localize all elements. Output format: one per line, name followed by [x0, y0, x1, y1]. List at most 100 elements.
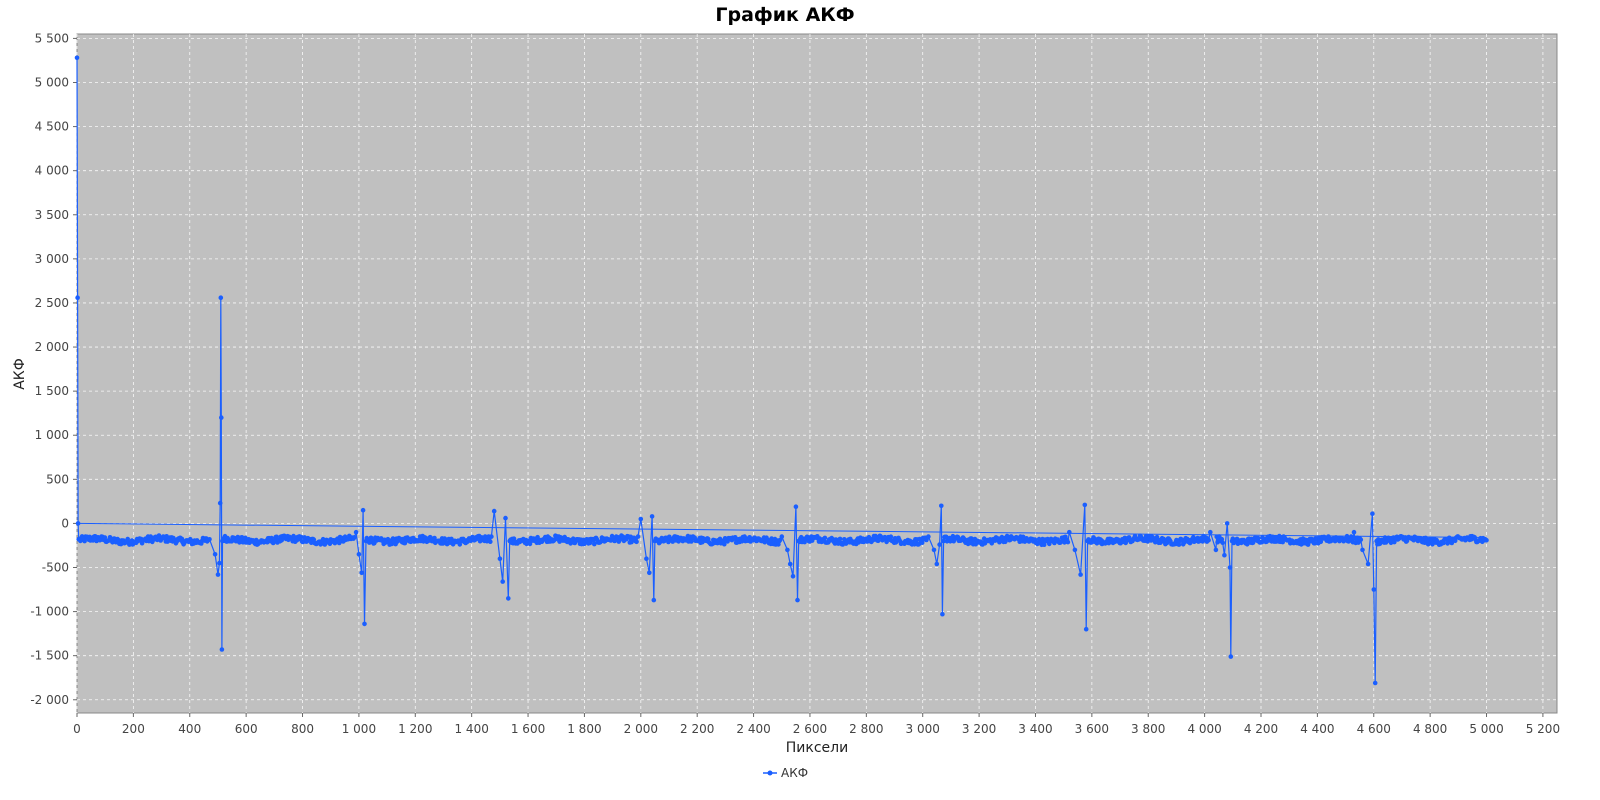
data-point	[309, 540, 314, 545]
data-point	[1176, 542, 1182, 547]
x-tick-label: 3 000	[906, 722, 940, 736]
data-point	[888, 534, 894, 539]
data-point	[1222, 552, 1227, 558]
data-point	[769, 536, 774, 541]
legend: АКФ	[763, 766, 808, 780]
y-tick-label: -2 000	[30, 693, 69, 707]
x-tick-label: 1 400	[454, 722, 488, 736]
x-tick-label: 4 600	[1357, 722, 1391, 736]
y-axis-label: АКФ	[12, 358, 28, 390]
x-tick-label: 400	[178, 722, 201, 736]
data-point	[75, 521, 81, 526]
plot-area	[76, 33, 1558, 714]
y-tick-label: -1 000	[30, 605, 69, 619]
data-point	[212, 552, 218, 557]
data-point	[217, 560, 222, 566]
x-axis-label: Пиксели	[786, 740, 848, 756]
y-tick-label: -500	[42, 561, 69, 575]
data-point	[482, 534, 488, 539]
x-tick-label: 1 200	[398, 722, 432, 736]
y-tick-label: 1 500	[35, 384, 69, 398]
data-point	[934, 561, 940, 567]
data-point	[500, 579, 506, 584]
data-point	[1370, 511, 1375, 516]
data-point	[1358, 537, 1364, 542]
x-tick-label: 3 600	[1075, 722, 1109, 736]
data-point	[779, 534, 785, 539]
data-point	[1228, 654, 1234, 659]
data-point	[82, 538, 87, 544]
y-tick-label: 500	[46, 472, 69, 486]
data-point	[179, 536, 185, 542]
data-point	[644, 556, 649, 561]
data-point	[649, 514, 655, 519]
data-point	[449, 536, 454, 542]
data-point	[647, 570, 652, 576]
data-point	[822, 535, 828, 541]
data-point	[919, 540, 925, 545]
data-point	[937, 542, 942, 547]
data-point	[1065, 539, 1071, 545]
data-point	[1208, 529, 1213, 535]
y-axis-ticks: -2 000 -1 500 -1 000 -500 0 500 1 000 1 500 2 00…	[30, 31, 77, 707]
x-tick-label: 200	[122, 722, 145, 736]
data-point	[939, 503, 944, 509]
plot-background	[76, 33, 1558, 714]
y-tick-label: 5 000	[35, 76, 69, 90]
x-tick-label: 4 000	[1187, 722, 1221, 736]
data-point	[215, 572, 221, 577]
data-point	[931, 547, 937, 553]
y-tick-label: 2 500	[35, 296, 69, 310]
y-tick-label: 1 000	[35, 428, 69, 442]
data-point	[1083, 626, 1089, 632]
grid-lines	[76, 34, 1557, 713]
data-point	[1219, 536, 1225, 542]
data-point	[635, 534, 641, 539]
x-tick-label: 4 800	[1413, 722, 1447, 736]
data-point	[497, 556, 503, 561]
data-point	[638, 516, 644, 522]
y-tick-label: 0	[61, 516, 69, 530]
x-tick-label: 1 600	[511, 722, 545, 736]
x-tick-label: 1 800	[567, 722, 601, 736]
data-point	[884, 539, 889, 545]
y-tick-label: 4 000	[35, 164, 69, 178]
data-point	[1383, 540, 1389, 545]
x-axis-ticks: 0 200 400 600 800 1 000 1 200 1 400 1 600 1 800 2 …	[73, 713, 1560, 736]
y-tick-label: 5 500	[35, 31, 69, 45]
x-tick-label: 5 000	[1469, 722, 1503, 736]
x-tick-label: 5 200	[1526, 722, 1560, 736]
x-tick-label: 3 800	[1131, 722, 1165, 736]
data-point	[491, 508, 497, 514]
x-tick-label: 2 400	[736, 722, 770, 736]
data-point	[489, 534, 494, 539]
data-point	[1360, 547, 1365, 553]
data-point	[217, 500, 223, 506]
data-point	[926, 534, 931, 539]
data-point	[651, 597, 657, 603]
data-point	[790, 574, 796, 579]
data-point	[875, 538, 881, 544]
legend-label: АКФ	[781, 766, 808, 780]
data-point	[1082, 502, 1088, 508]
data-point	[1318, 539, 1324, 545]
data-point	[1372, 680, 1378, 686]
data-point	[298, 534, 304, 540]
data-point	[1078, 572, 1083, 577]
y-tick-label: -1 500	[30, 649, 69, 663]
data-point	[941, 538, 946, 544]
x-tick-label: 2 000	[624, 722, 658, 736]
data-point	[443, 537, 448, 542]
data-point	[362, 621, 367, 627]
data-point	[1224, 521, 1230, 526]
data-point	[1371, 587, 1377, 592]
data-point	[1312, 541, 1318, 546]
data-point	[1206, 537, 1211, 543]
chart-title: График АКФ	[715, 4, 854, 26]
data-point	[785, 547, 790, 553]
y-tick-label: 2 000	[35, 340, 69, 354]
x-tick-label: 600	[235, 722, 258, 736]
data-point	[1305, 542, 1311, 547]
